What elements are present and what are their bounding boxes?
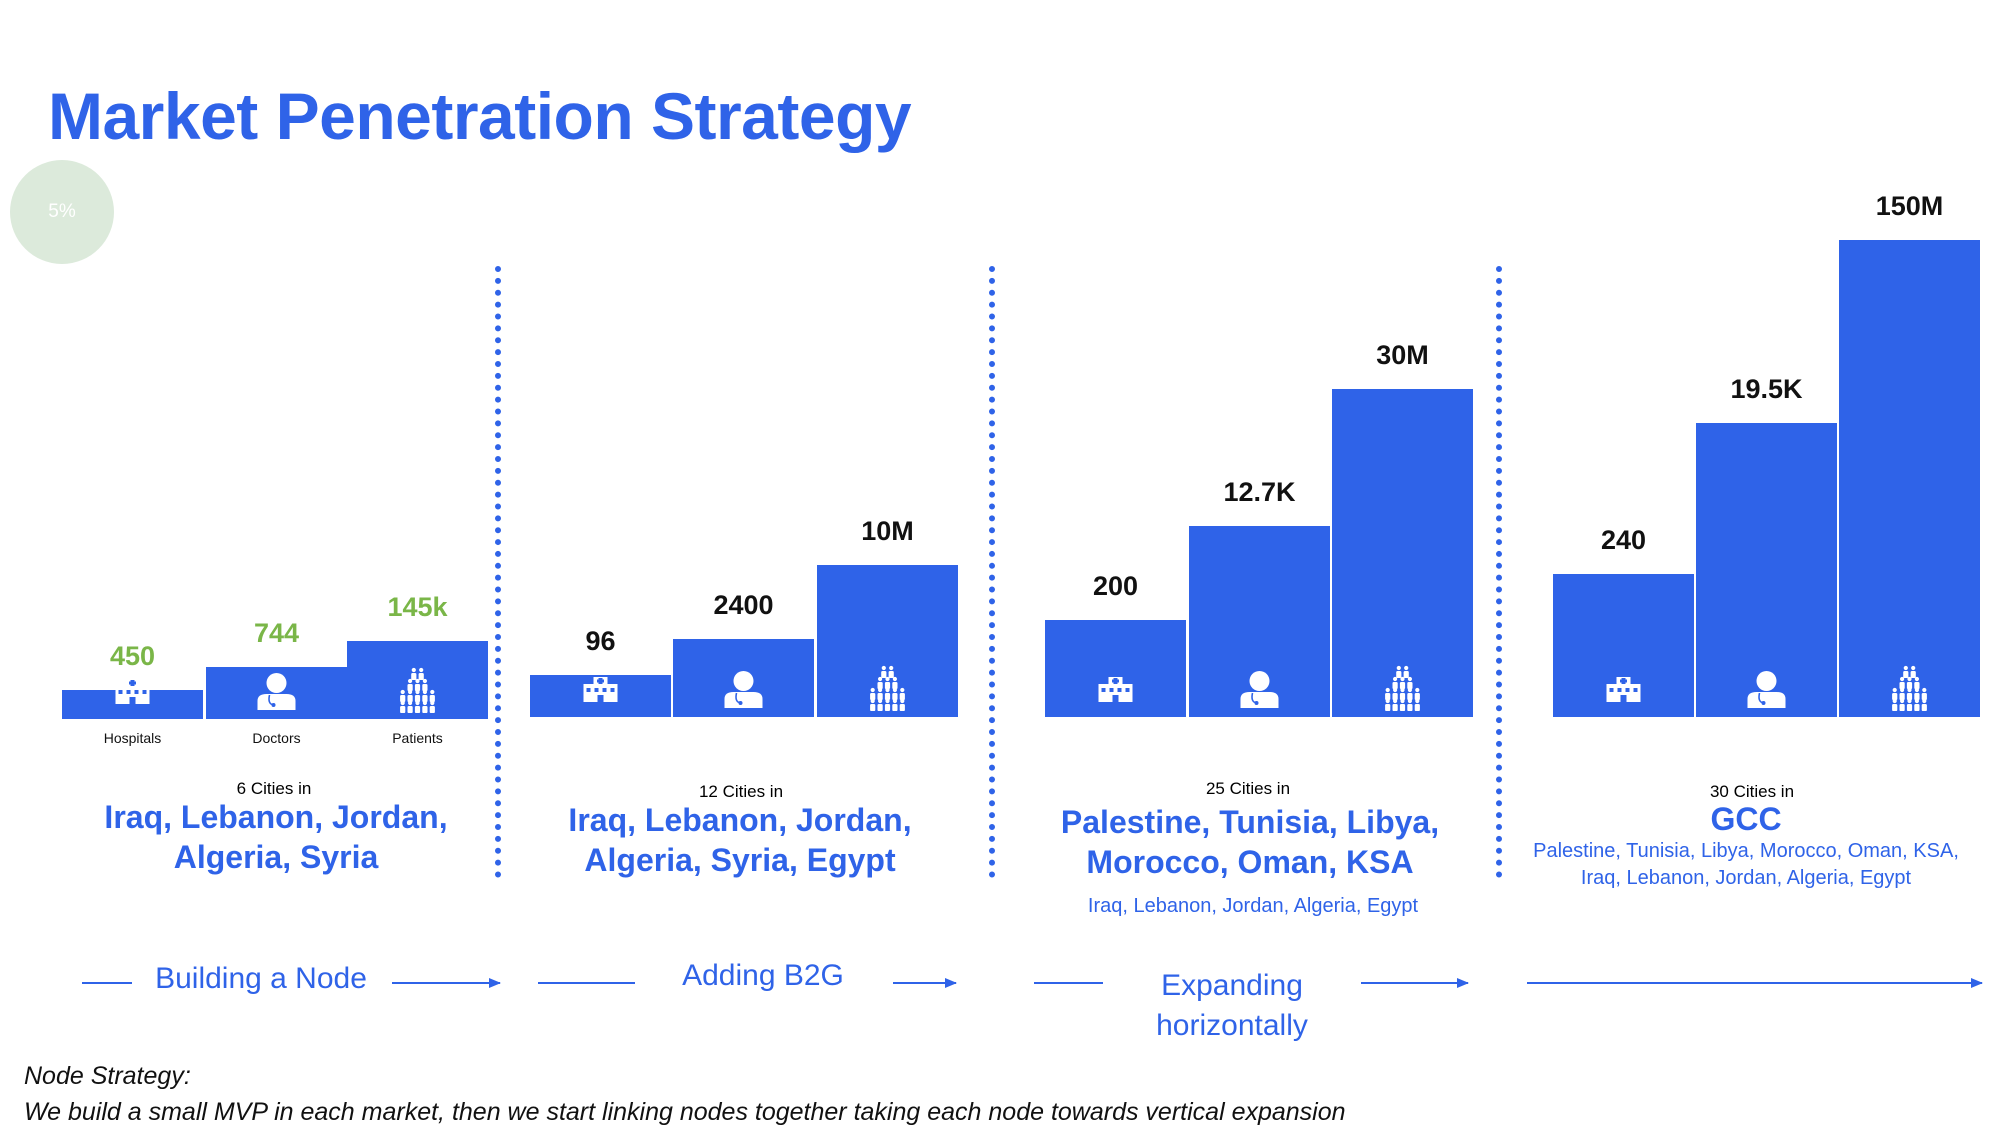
category-label: Patients bbox=[392, 730, 443, 746]
phase-label-line: Building a Node bbox=[155, 962, 367, 995]
countries-line: Iraq, Lebanon, Jordan, bbox=[104, 799, 448, 835]
data-label: 200 bbox=[1093, 571, 1138, 601]
extra-countries-line: Iraq, Lebanon, Jordan, Algeria, Egypt bbox=[1087, 895, 1419, 917]
data-label: 145k bbox=[387, 592, 448, 622]
phase-divider bbox=[1496, 266, 1502, 878]
countries-line: GCC bbox=[1710, 801, 1782, 837]
data-label: 96 bbox=[585, 626, 615, 656]
page-title: Market Penetration Strategy bbox=[48, 79, 912, 153]
bar bbox=[1332, 389, 1473, 717]
phase-divider bbox=[989, 266, 995, 878]
countries-list: Iraq, Lebanon, Jordan, Algeria, Syria, E… bbox=[568, 800, 911, 880]
doctor-icon bbox=[1747, 671, 1786, 708]
countries-list: GCC bbox=[1710, 799, 1781, 839]
countries-line: Palestine, Tunisia, Libya, bbox=[1060, 804, 1440, 840]
extra-countries-line: Iraq, Lebanon, Jordan, Algeria, Egypt bbox=[1580, 867, 1912, 889]
cities-label: 30 Cities in bbox=[1709, 782, 1795, 801]
countries-list: Palestine, Tunisia, Libya, Morocco, Oman… bbox=[1061, 802, 1439, 882]
category-label: Hospitals bbox=[104, 730, 162, 746]
hospital-icon bbox=[1098, 677, 1133, 702]
data-label: 12.7K bbox=[1223, 477, 1296, 507]
patients-icon bbox=[1892, 665, 1927, 711]
phase-divider bbox=[495, 266, 501, 878]
patients-icon bbox=[400, 667, 435, 713]
data-label: 450 bbox=[110, 641, 155, 671]
doctor-icon bbox=[1240, 671, 1279, 708]
doctor-icon bbox=[257, 673, 296, 710]
data-label: 30M bbox=[1376, 340, 1429, 370]
extra-countries: Palestine, Tunisia, Libya, Morocco, Oman… bbox=[1533, 838, 1959, 892]
cities-label: 12 Cities in bbox=[698, 782, 784, 801]
data-label: 744 bbox=[254, 618, 299, 648]
phase-label: Expanding horizontally bbox=[1156, 966, 1308, 1046]
data-label: 240 bbox=[1601, 525, 1646, 555]
cities-label: 25 Cities in bbox=[1205, 779, 1291, 798]
percent-badge: 5% bbox=[10, 160, 114, 264]
bar bbox=[1839, 240, 1980, 717]
countries-line: Algeria, Syria, Egypt bbox=[584, 842, 896, 878]
doctor-icon bbox=[724, 671, 763, 708]
data-label: 2400 bbox=[713, 590, 773, 620]
hospital-icon bbox=[583, 677, 618, 702]
phase-label-line: horizontally bbox=[1156, 1009, 1308, 1042]
countries-line: Morocco, Oman, KSA bbox=[1086, 844, 1414, 880]
phase-label-line: Adding B2G bbox=[682, 959, 844, 992]
patients-icon bbox=[1385, 665, 1420, 711]
extra-countries: Iraq, Lebanon, Jordan, Algeria, Egypt bbox=[1088, 893, 1418, 920]
patients-icon bbox=[870, 665, 905, 711]
countries-line: Algeria, Syria bbox=[173, 839, 379, 875]
note-heading: Node Strategy: bbox=[24, 1062, 191, 1090]
hospital-icon bbox=[115, 679, 150, 704]
data-label: 19.5K bbox=[1730, 374, 1803, 404]
data-label: 150M bbox=[1876, 191, 1944, 221]
cities-label: 6 Cities in bbox=[236, 779, 312, 798]
node-strategy-note: Node Strategy: We build a small MVP in e… bbox=[24, 1058, 1346, 1130]
countries-line: Iraq, Lebanon, Jordan, bbox=[568, 802, 912, 838]
bar bbox=[1696, 423, 1837, 717]
phase-label: Adding B2G bbox=[682, 956, 844, 996]
countries-list: Iraq, Lebanon, Jordan, Algeria, Syria bbox=[104, 797, 447, 877]
category-label: Doctors bbox=[252, 730, 300, 746]
note-text: We build a small MVP in each market, the… bbox=[24, 1098, 1346, 1126]
phase-label: Building a Node bbox=[155, 959, 367, 999]
phase-label-line: Expanding bbox=[1161, 969, 1303, 1002]
hospital-icon bbox=[1606, 677, 1641, 702]
data-label: 10M bbox=[861, 516, 914, 546]
extra-countries-line: Palestine, Tunisia, Libya, Morocco, Oman… bbox=[1533, 840, 1959, 862]
